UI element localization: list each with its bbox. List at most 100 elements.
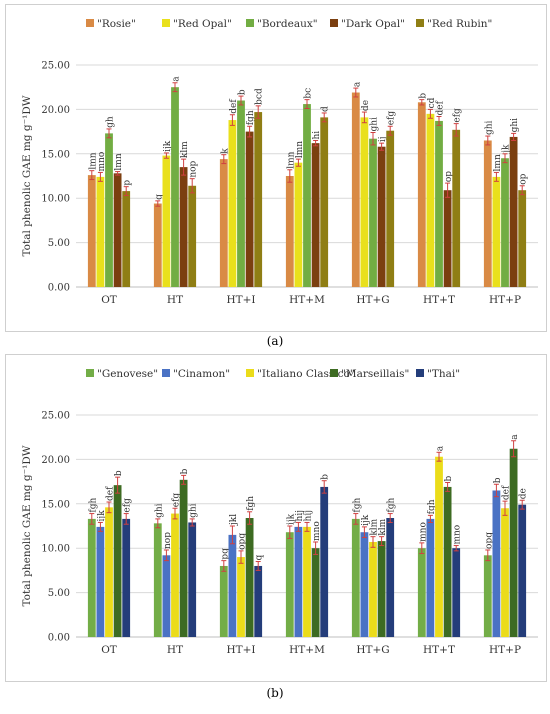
bar — [351, 518, 360, 637]
bar — [113, 173, 122, 287]
significance-label: hij — [304, 510, 314, 521]
bar — [228, 120, 237, 287]
bar — [228, 534, 237, 637]
significance-label: b — [238, 89, 248, 95]
y-tick-label: 0.00 — [48, 283, 70, 294]
bar — [320, 117, 329, 287]
legend-swatch — [330, 369, 338, 377]
significance-label: hij — [295, 510, 305, 521]
significance-label: b — [180, 468, 190, 474]
significance-label: ghi — [370, 117, 380, 132]
bar — [303, 104, 311, 288]
bar — [294, 526, 303, 637]
bar — [162, 155, 171, 287]
legend-label: "Red Rubin" — [427, 18, 492, 30]
significance-label: def — [502, 485, 512, 500]
significance-label: d — [321, 106, 331, 112]
bar — [386, 130, 395, 287]
significance-label: mno — [97, 152, 107, 172]
y-axis-label: Total phenolic GAE mg g⁻¹DW — [21, 445, 33, 606]
significance-label: def — [229, 99, 239, 114]
significance-label: lmn — [114, 153, 124, 170]
x-tick-label: HT+G — [356, 644, 389, 656]
significance-label: fgh — [246, 110, 256, 125]
legend-item: "Italiano Classico" — [246, 368, 355, 380]
chart-panel-b: "Genovese" "Cinamon" "Italiano Classico" "M… — [5, 354, 547, 682]
chart-b-svg: "Genovese" "Cinamon" "Italiano Classico""M… — [21, 368, 538, 656]
bar — [435, 456, 443, 637]
legend-item: "Genovese" — [86, 368, 158, 380]
bar — [452, 129, 461, 287]
bar — [254, 565, 263, 637]
significance-label: a — [510, 434, 520, 440]
bar — [245, 518, 254, 637]
bar — [96, 176, 105, 287]
x-tick-label: HT — [167, 644, 183, 656]
bar — [369, 541, 377, 637]
legend-label: "Genovese" — [97, 368, 158, 380]
bar — [377, 146, 386, 287]
y-axis-label: Total phenolic GAE mg g⁻¹DW — [21, 95, 33, 256]
bar — [320, 486, 329, 637]
legend-label: "Dark Opal" — [341, 18, 405, 30]
legend-swatch — [86, 19, 94, 27]
bar — [360, 532, 369, 637]
bar — [483, 140, 492, 287]
significance-label: op — [519, 173, 529, 184]
legend-swatch — [86, 369, 94, 377]
y-tick-label: 15.00 — [41, 499, 70, 510]
significance-label: mno — [453, 525, 463, 545]
bar — [171, 87, 179, 287]
significance-label: fgh — [427, 499, 437, 514]
significance-label: b — [114, 470, 124, 476]
bar — [311, 143, 320, 287]
bar — [188, 522, 197, 637]
legend-label: "Cinamon" — [173, 368, 230, 380]
bar — [443, 486, 452, 637]
significance-label: a — [352, 81, 362, 87]
significance-label: b — [418, 93, 428, 99]
y-tick-label: 20.00 — [41, 455, 70, 466]
legend-swatch — [246, 19, 254, 27]
chart-a-svg: "Rosie" "Red Opal" "Bordeaux" "Dark Opal" "R… — [21, 18, 538, 306]
x-tick-label: HT+M — [289, 644, 325, 656]
caption-a: (a) — [266, 334, 284, 348]
significance-label: ijk — [97, 510, 107, 522]
bar — [518, 190, 527, 287]
significance-label: mno — [312, 521, 322, 541]
bar — [360, 117, 369, 287]
legend-swatch — [246, 369, 254, 377]
significance-label: jkl — [229, 514, 239, 526]
legend-label: "Bordeaux" — [257, 18, 318, 30]
significance-label: ghi — [510, 118, 520, 133]
significance-label: klm — [370, 518, 380, 535]
significance-label: ij — [378, 136, 388, 142]
significance-label: ghi — [189, 503, 199, 518]
bar — [237, 557, 245, 637]
significance-label: mno — [418, 522, 428, 542]
bar — [492, 490, 501, 637]
bar — [105, 133, 113, 287]
x-tick-label: HT+T — [423, 644, 455, 656]
y-tick-label: 15.00 — [41, 149, 70, 160]
significance-label: lmn — [286, 151, 296, 168]
significance-label: nop — [189, 160, 199, 177]
bar — [294, 162, 303, 287]
significance-label: lmn — [88, 152, 98, 169]
significance-label: ijk — [361, 514, 371, 526]
legend-item: "Red Rubin" — [416, 18, 492, 30]
significance-label: def — [106, 486, 116, 501]
bar — [96, 526, 105, 637]
bar — [285, 532, 294, 637]
x-tick-label: HT — [167, 294, 183, 306]
x-tick-label: HT+G — [356, 294, 389, 306]
significance-label: lmn — [493, 154, 503, 171]
bar — [122, 518, 131, 637]
legend-item: "Rosie" — [86, 18, 136, 30]
bar — [426, 518, 435, 637]
significance-label: efg — [172, 493, 182, 508]
chart-panel-a: "Rosie" "Red Opal" "Bordeaux" "Dark Opal" "R… — [5, 4, 547, 332]
bar — [179, 479, 188, 637]
significance-label: a — [436, 445, 446, 451]
bar — [483, 555, 492, 637]
